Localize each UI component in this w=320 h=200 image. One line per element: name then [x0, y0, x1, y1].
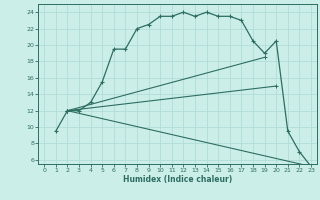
- X-axis label: Humidex (Indice chaleur): Humidex (Indice chaleur): [123, 175, 232, 184]
